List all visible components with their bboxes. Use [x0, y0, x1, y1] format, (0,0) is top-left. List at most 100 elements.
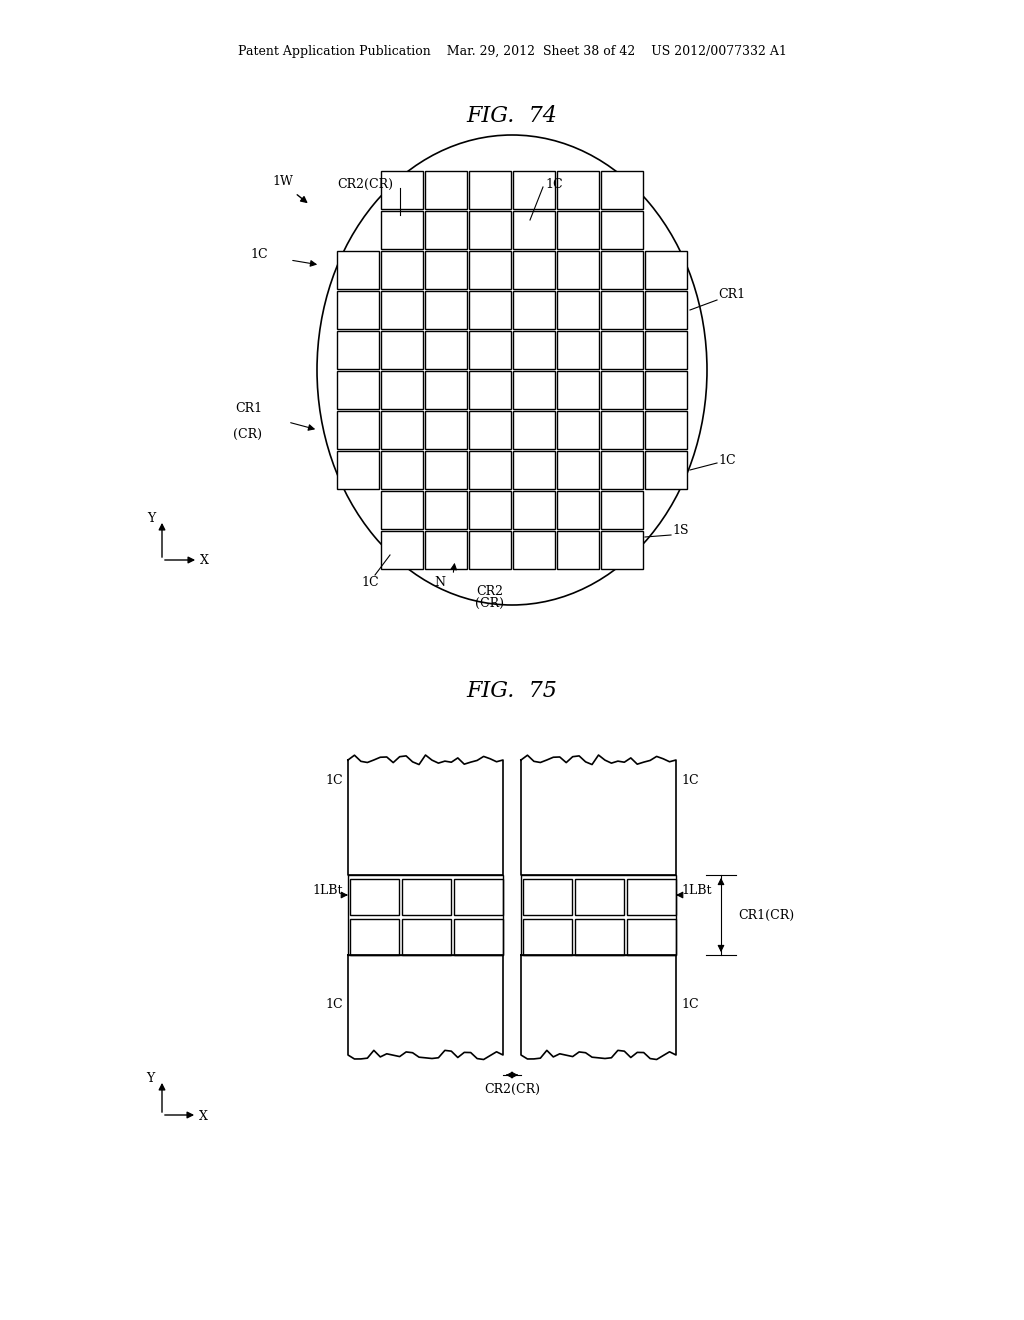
Bar — [601, 411, 643, 449]
Bar — [601, 251, 643, 289]
Bar — [601, 531, 643, 569]
Bar — [337, 251, 379, 289]
Bar — [425, 451, 467, 488]
Bar — [337, 290, 379, 329]
Bar — [513, 290, 555, 329]
Text: FIG.  74: FIG. 74 — [467, 106, 557, 127]
Bar — [575, 879, 624, 915]
Bar — [557, 172, 599, 209]
Bar — [513, 411, 555, 449]
Bar — [627, 879, 676, 915]
Text: CR1: CR1 — [234, 403, 262, 414]
Bar — [523, 879, 572, 915]
Bar — [469, 371, 511, 409]
Text: 1C: 1C — [681, 774, 698, 787]
Text: X: X — [199, 1110, 208, 1123]
Bar — [469, 211, 511, 249]
Bar — [454, 919, 503, 954]
Bar — [557, 371, 599, 409]
Text: CR1(CR): CR1(CR) — [738, 908, 795, 921]
Text: 1C: 1C — [361, 576, 379, 589]
Bar — [627, 919, 676, 954]
Bar — [469, 251, 511, 289]
Bar — [425, 411, 467, 449]
Text: 1C: 1C — [326, 774, 343, 787]
Bar — [425, 491, 467, 529]
Bar — [469, 531, 511, 569]
Polygon shape — [348, 954, 503, 1060]
Bar — [645, 451, 687, 488]
Text: 1C: 1C — [718, 454, 735, 466]
Bar — [513, 451, 555, 488]
Bar — [337, 411, 379, 449]
Bar — [513, 211, 555, 249]
Bar — [645, 371, 687, 409]
Bar — [337, 451, 379, 488]
Bar — [521, 875, 676, 954]
Text: 1LBt: 1LBt — [681, 883, 712, 896]
Bar — [425, 531, 467, 569]
Bar — [425, 172, 467, 209]
Bar — [381, 251, 423, 289]
Bar — [381, 211, 423, 249]
Bar — [469, 290, 511, 329]
Bar — [513, 371, 555, 409]
Bar — [601, 172, 643, 209]
Text: CR1: CR1 — [718, 289, 745, 301]
Polygon shape — [348, 755, 503, 875]
Bar — [513, 251, 555, 289]
Bar — [645, 251, 687, 289]
Bar — [557, 411, 599, 449]
Bar — [557, 531, 599, 569]
Bar — [513, 172, 555, 209]
Bar — [381, 331, 423, 370]
Text: N: N — [434, 576, 445, 589]
Text: 1LBt: 1LBt — [312, 883, 343, 896]
Bar — [350, 879, 399, 915]
Text: CR2(CR): CR2(CR) — [484, 1082, 540, 1096]
Bar — [337, 371, 379, 409]
Bar — [402, 919, 451, 954]
Bar — [425, 371, 467, 409]
Bar — [557, 451, 599, 488]
Bar — [381, 290, 423, 329]
Text: CR2: CR2 — [476, 585, 504, 598]
Bar — [601, 451, 643, 488]
Text: 1C: 1C — [681, 998, 698, 1011]
Bar — [575, 919, 624, 954]
Bar — [425, 211, 467, 249]
Bar — [557, 251, 599, 289]
Text: FIG.  75: FIG. 75 — [467, 680, 557, 702]
Bar — [337, 331, 379, 370]
Bar — [645, 290, 687, 329]
Text: 1W: 1W — [272, 176, 293, 187]
Bar — [469, 172, 511, 209]
Bar — [350, 919, 399, 954]
Bar — [557, 290, 599, 329]
Bar — [601, 491, 643, 529]
Bar — [601, 211, 643, 249]
Bar — [381, 172, 423, 209]
Bar — [381, 371, 423, 409]
Bar — [513, 331, 555, 370]
Bar — [381, 411, 423, 449]
Bar — [601, 371, 643, 409]
Bar — [381, 451, 423, 488]
Bar — [645, 411, 687, 449]
Text: Patent Application Publication    Mar. 29, 2012  Sheet 38 of 42    US 2012/00773: Patent Application Publication Mar. 29, … — [238, 45, 786, 58]
Text: 1S: 1S — [672, 524, 688, 536]
Bar — [523, 919, 572, 954]
Bar — [381, 531, 423, 569]
Bar — [381, 491, 423, 529]
Bar — [513, 491, 555, 529]
Text: Y: Y — [145, 1072, 154, 1085]
Bar — [402, 879, 451, 915]
Text: 1C: 1C — [251, 248, 268, 261]
Text: (CR): (CR) — [233, 428, 262, 441]
Text: 1C: 1C — [326, 998, 343, 1011]
Bar — [425, 251, 467, 289]
Bar — [601, 331, 643, 370]
Bar — [454, 879, 503, 915]
Bar — [425, 290, 467, 329]
Bar — [557, 211, 599, 249]
